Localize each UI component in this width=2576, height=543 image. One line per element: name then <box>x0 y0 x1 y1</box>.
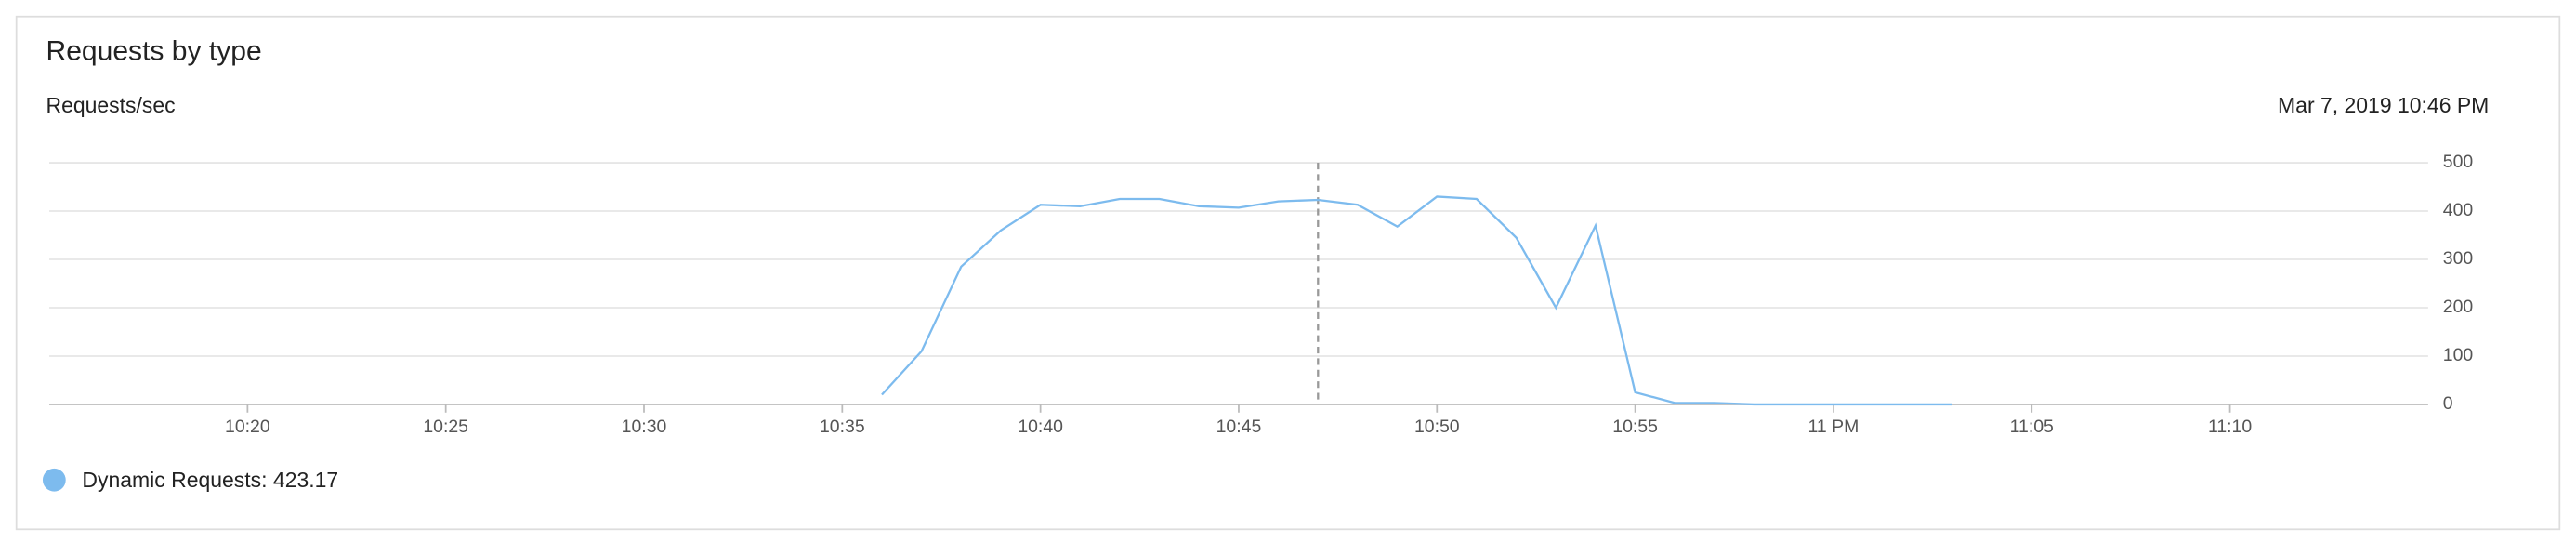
card <box>15 15 2561 531</box>
legend-separator: : <box>261 468 273 492</box>
x-tick-label: 11:05 <box>2010 417 2054 437</box>
legend-name: Dynamic Requests <box>82 468 261 492</box>
y-tick-label: 0 <box>2443 393 2453 414</box>
x-tick-label: 10:50 <box>1414 417 1460 437</box>
x-tick-label: 10:30 <box>622 417 667 437</box>
y-tick-label: 500 <box>2443 152 2474 172</box>
y-tick-label: 100 <box>2443 345 2474 365</box>
legend-swatch <box>42 468 66 492</box>
legend-entry: Dynamic Requests: 423.17 <box>82 468 338 492</box>
x-tick-label: 10:45 <box>1216 417 1262 437</box>
x-tick-label: 10:35 <box>820 417 865 437</box>
y-tick-label: 400 <box>2443 200 2474 220</box>
x-tick-label: 10:40 <box>1018 417 1063 437</box>
legend-value: 423.17 <box>273 468 338 492</box>
hover-time: Mar 7, 2019 10:46 PM <box>2278 93 2489 117</box>
y-axis-label: Requests/sec <box>46 93 175 117</box>
y-tick-label: 200 <box>2443 297 2474 317</box>
chart-title: Requests by type <box>46 36 261 67</box>
x-tick-label: 11:10 <box>2208 417 2252 437</box>
y-tick-label: 300 <box>2443 248 2474 269</box>
x-tick-label: 11 PM <box>1808 417 1860 437</box>
x-tick-label: 10:55 <box>1612 417 1658 437</box>
series-line <box>881 195 1952 406</box>
x-tick-label: 10:25 <box>423 417 468 437</box>
x-tick-label: 10:20 <box>225 417 270 437</box>
